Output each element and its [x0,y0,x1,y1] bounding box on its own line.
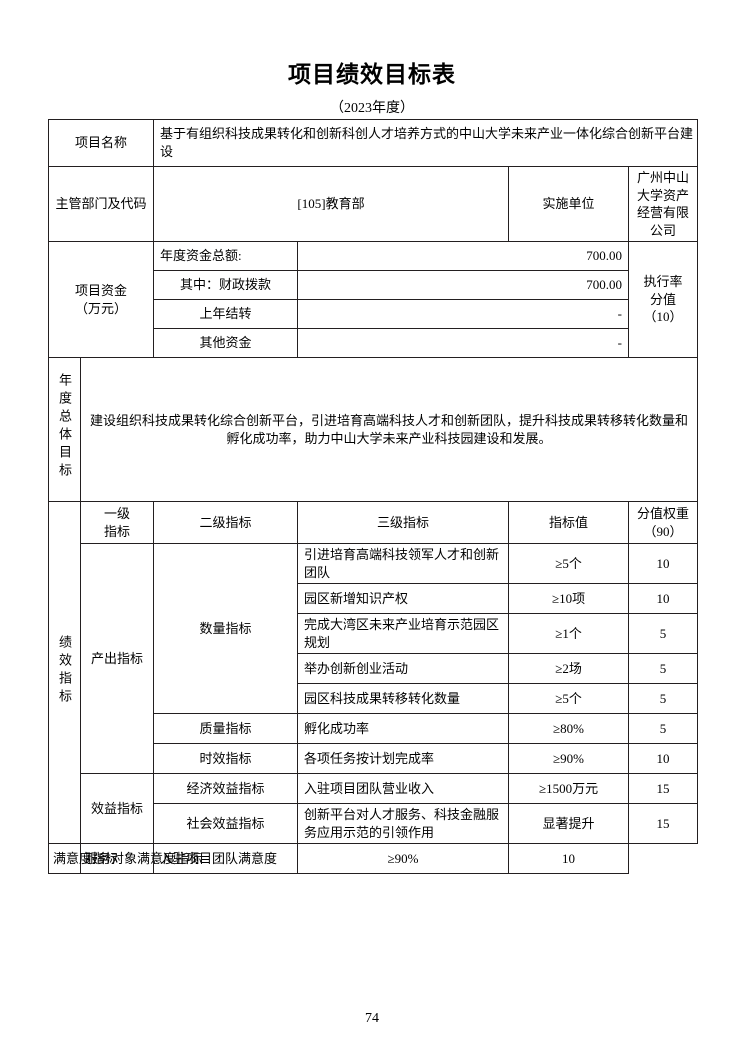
project-name-label: 项目名称 [47,119,155,167]
indicator-weight: 10 [508,843,630,875]
table-row: 质量指标 孵化成功率 ≥80% 5 [49,713,699,745]
header-indicator-value: 指标值 [508,501,630,545]
table-row-annual-goal: 年度总体目标 建设组织科技成果转化综合创新平台，引进培育高端科技人才和创新团队，… [48,357,699,503]
implementing-unit-value: 广州中山大学资产经营有限公司 [628,165,699,243]
annual-goal-text: 建设组织科技成果转化综合创新平台，引进培育高端科技人才和创新团队，提升科技成果转… [79,357,699,503]
execution-label-line3: （10） [643,309,683,325]
funding-row-name: 年度资金总额: [153,241,299,272]
level2-social-benefit-indicator: 社会效益指标 [153,803,299,845]
funding-row-value: 700.00 [297,241,630,272]
table-row-funding-appropriation: 其中：财政拨款 700.00 [49,270,698,301]
indicator-weight: 5 [628,683,699,715]
funding-row-value: - [297,328,630,359]
header-level2: 二级指标 [153,501,299,545]
page-subtitle: （2023年度） [330,101,414,116]
table-row-department: 主管部门及代码 [105]教育部 实施单位 广州中山大学资产经营有限公司 [47,165,699,243]
performance-indicator-side-label: 绩效指标 [48,501,81,845]
level3-indicator: 孵化成功率 [297,713,510,745]
level3-indicator: 各项任务按计划完成率 [297,743,510,775]
indicator-value: ≥1500万元 [508,773,630,805]
table-row-funding-other: 其他资金 - [49,328,698,359]
page-title: 项目绩效目标表 [288,62,456,87]
implementing-unit-label: 实施单位 [508,165,630,243]
level3-indicator: 园区新增知识产权 [297,583,510,615]
level2-service-satisfaction-indicator: 服务对象满意度指标 [79,843,202,875]
indicator-value: ≥5个 [508,683,630,715]
table-row-funding-total: 项目资金 （万元） 年度资金总额: 700.00 执行率 分值 （10） [47,241,699,359]
level3-indicator: 引进培育高端科技领军人才和创新团队 [297,543,510,585]
level3-indicator: 创新平台对人才服务、科技金融服务应用示范的引领作用 [297,803,510,845]
table-row-indicator-header: 绩效指标 一级 指标 二级指标 三级指标 指标值 分值权重 （90） [48,501,699,845]
execution-label-line2: 分值 [650,291,677,307]
indicator-weight: 10 [628,583,699,615]
level2-economic-benefit-indicator: 经济效益指标 [153,773,299,805]
table-row: 满意度指标 服务对象满意度指标 入驻项目团队满意度 ≥90% 10 [48,843,698,875]
level3-indicator: 入驻项目团队满意度 [153,843,299,875]
level2-quantity-indicator: 数量指标 [153,543,299,715]
indicator-weight: 15 [628,803,699,845]
funding-label: 项目资金 （万元） [47,241,155,359]
level2-timeliness-indicator: 时效指标 [153,743,299,775]
level3-indicator: 完成大湾区未来产业培育示范园区规划 [297,613,510,655]
indicator-weight: 5 [628,713,699,745]
performance-goal-table: 项目名称 基于有组织科技成果转化和创新科创人才培养方式的中山大学未来产业一体化综… [47,119,699,875]
project-name-value: 基于有组织科技成果转化和创新科创人才培养方式的中山大学未来产业一体化综合创新平台… [153,119,699,167]
table-row: 产出指标 数量指标 引进培育高端科技领军人才和创新团队 ≥5个 10 [49,543,699,775]
execution-rate-score-label: 执行率 分值 （10） [628,241,699,359]
header-level1: 一级 指标 [79,501,155,545]
indicator-value: ≥80% [508,713,630,745]
table-row: 社会效益指标 创新平台对人才服务、科技金融服务应用示范的引领作用 显著提升 15 [49,803,699,845]
funding-row-name: 上年结转 [153,299,299,330]
funding-row-value: 700.00 [297,270,630,301]
level1-output-indicator: 产出指标 [79,543,155,775]
level1-satisfaction-indicator: 满意度指标 [48,843,118,875]
table-row: 完成大湾区未来产业培育示范园区规划 ≥1个 5 [49,613,699,655]
indicator-weight: 5 [628,613,699,655]
level3-indicator: 入驻项目团队营业收入 [297,773,510,805]
department-label: 主管部门及代码 [47,165,155,243]
level1-benefit-indicator: 效益指标 [79,773,155,845]
indicator-value: ≥10项 [508,583,630,615]
indicator-weight: 10 [628,743,699,775]
table-row-funding-carryover: 上年结转 - [49,299,698,330]
funding-row-name: 其中：财政拨款 [153,270,299,301]
execution-label-line1: 执行率 [643,274,683,290]
page-number: 74 [365,1011,379,1026]
table-row: 效益指标 经济效益指标 入驻项目团队营业收入 ≥1500万元 15 [49,773,699,845]
table-row-project-name: 项目名称 基于有组织科技成果转化和创新科创人才培养方式的中山大学未来产业一体化综… [47,119,699,167]
funding-label-line2: （万元） [75,300,128,316]
level2-quality-indicator: 质量指标 [153,713,299,745]
indicator-value: ≥5个 [508,543,630,585]
funding-row-value: - [297,299,630,330]
indicator-weight: 5 [628,653,699,685]
department-value: [105]教育部 [153,165,510,243]
level3-indicator: 园区科技成果转移转化数量 [297,683,510,715]
indicator-weight: 15 [628,773,699,805]
indicator-weight: 10 [628,543,699,585]
level3-indicator: 举办创新创业活动 [297,653,510,685]
indicator-value: 显著提升 [508,803,630,845]
indicator-value: ≥90% [297,843,510,875]
header-level3: 三级指标 [297,501,510,545]
funding-label-line1: 项目资金 [75,283,128,299]
table-row: 园区科技成果转移转化数量 ≥5个 5 [49,683,699,715]
indicator-value: ≥2场 [508,653,630,685]
table-row: 举办创新创业活动 ≥2场 5 [49,653,699,685]
indicator-value: ≥1个 [508,613,630,655]
indicator-value: ≥90% [508,743,630,775]
header-score-weight: 分值权重 （90） [628,501,699,545]
funding-row-name: 其他资金 [153,328,299,359]
table-row: 园区新增知识产权 ≥10项 10 [49,583,699,615]
annual-goal-label: 年度总体目标 [48,357,81,503]
